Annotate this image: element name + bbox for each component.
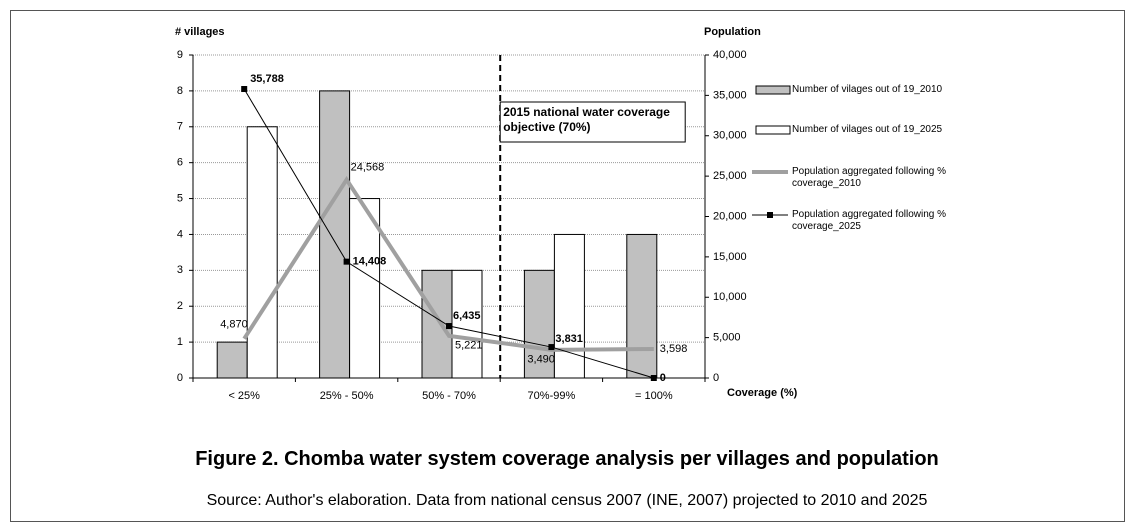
y2-tick-label: 40,000 [713,49,747,61]
y-tick-label: 6 [177,157,183,169]
y2-tick-label: 35,000 [713,89,747,101]
y2-tick-label: 5,000 [713,332,741,344]
bar [553,233,585,379]
point [548,344,555,351]
legend-label: Number of vilages out of 19_2025 [792,124,943,135]
x-tick-label: 25% - 50% [320,390,374,402]
legend-swatch [755,85,791,95]
point [446,323,452,330]
bar [523,269,555,379]
data-label: 6,435 [453,310,481,322]
y2-tick-label: 10,000 [713,291,747,303]
x-tick-label: 50% - 70% [422,390,476,402]
data-label: 4,870 [220,319,248,331]
x-tick-label: 70%-99% [528,390,576,402]
data-label: 3,831 [555,333,583,345]
frame [10,10,1125,522]
annotation-box [499,101,686,143]
point [343,258,350,265]
bar [319,90,351,379]
annotation: 2015 national water coverage objective (… [503,105,670,134]
point [241,86,248,93]
x-tick-label: = 100% [635,390,673,402]
y2-axis-title: Population [704,26,761,38]
bar [246,126,278,379]
y-tick-label: 3 [177,264,183,276]
source: Source: Author's elaboration. Data from … [206,492,928,509]
data-label: 3,598 [660,343,688,355]
y-tick-label: 8 [177,85,183,97]
y-tick-label: 2 [177,300,183,312]
legend-label: Number of vilages out of 19_2010 [792,84,943,95]
y-tick-label: 9 [177,49,183,61]
y-axis-title: # villages [175,26,225,38]
data-label: 5,221 [455,340,483,352]
line [242,175,654,352]
legend-label: Population aggregated following % covera… [792,166,946,189]
y2-tick-label: 20,000 [713,210,747,222]
y-tick-label: 5 [177,192,183,204]
legend-marker [767,212,773,218]
bar [451,269,483,379]
y2-tick-label: 30,000 [713,130,747,142]
data-label: 0 [660,372,666,384]
y-tick-label: 7 [177,121,183,133]
legend-swatch [755,125,791,135]
data-label: 35,788 [250,73,284,85]
y-tick-label: 4 [177,228,183,240]
y2-tick-label: 0 [713,372,719,384]
data-label: 3,490 [527,354,555,366]
y2-tick-label: 25,000 [713,170,747,182]
y-tick-label: 1 [177,336,183,348]
data-label: 24,568 [351,162,385,174]
point [650,375,657,381]
x-axis-title: Coverage (%) [727,387,798,399]
y2-tick-label: 15,000 [713,251,747,263]
data-label: 14,408 [353,256,387,268]
bar [626,233,658,379]
bar [216,341,248,379]
y-tick-label: 0 [177,372,183,384]
legend-label: Population aggregated following % covera… [792,209,946,232]
caption: Figure 2. Chomba water system coverage a… [195,448,939,470]
bar [349,198,381,379]
x-tick-label: < 25% [228,390,260,402]
